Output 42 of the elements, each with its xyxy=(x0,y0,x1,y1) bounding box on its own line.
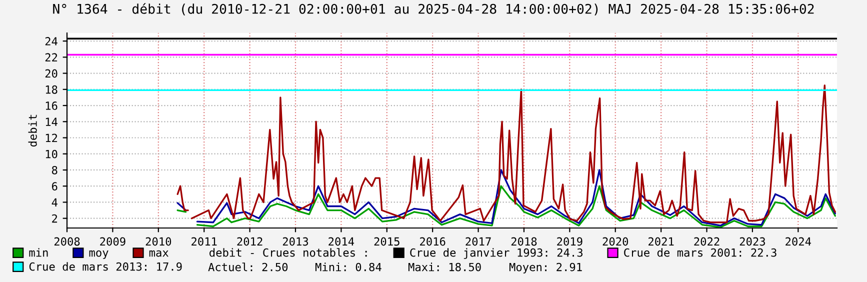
x-tick-label: 2016 xyxy=(420,237,446,246)
legend-label: min xyxy=(29,248,48,257)
text: Maxi: 18.50 xyxy=(408,262,481,272)
text: Moyen: 2.91 xyxy=(509,262,582,274)
x-tick-label: 2018 xyxy=(511,237,537,246)
y-tick-label: 22 xyxy=(45,53,58,62)
text: Mini: 0.84 xyxy=(315,262,382,272)
chart-title: N° 1364 - débit (du 2010-12-21 02:00:00+01 au 2025-04-28 14:00:00+02) MAJ 2025-04-28 15:35:06+02 xyxy=(53,3,814,16)
y-tick-label: 20 xyxy=(45,69,58,78)
legend-title: debit - Crues notables : xyxy=(210,248,367,257)
x-tick-label: 2023 xyxy=(740,237,766,246)
y-axis-title: debit xyxy=(28,114,37,147)
x-tick-label: 2015 xyxy=(374,237,400,246)
y-tick-label: 16 xyxy=(46,102,58,110)
y-tick-label: 4 xyxy=(52,198,58,206)
x-tick-label: 2013 xyxy=(282,237,308,246)
legend-label: Crue de mars 2001: 22.3 xyxy=(624,248,776,257)
legend-label: moy xyxy=(89,250,108,259)
x-tick-label: 2021 xyxy=(648,237,674,246)
x-tick-label: 2017 xyxy=(466,237,491,246)
x-tick-label: 2008 xyxy=(54,237,80,246)
x-tick-label: 2019 xyxy=(557,237,582,246)
x-tick-label: 2022 xyxy=(694,237,720,246)
x-tick-label: 2014 xyxy=(328,237,354,246)
y-tick-label: 10 xyxy=(46,150,58,158)
legend-label: Crue de mars 2013: 17.9 xyxy=(29,262,182,271)
y-tick-label: 8 xyxy=(52,166,58,174)
x-tick-label: 2010 xyxy=(146,237,172,246)
y-tick-label: 24 xyxy=(45,37,58,46)
x-tick-label: 2020 xyxy=(602,237,628,246)
x-tick-label: 2012 xyxy=(237,237,262,246)
x-tick-label: 2024 xyxy=(786,237,812,246)
x-tick-label: 2009 xyxy=(100,237,126,246)
y-tick-label: 6 xyxy=(52,182,58,191)
y-tick-label: 12 xyxy=(46,134,58,142)
y-tick-label: 14 xyxy=(46,118,58,126)
text: Actuel: 2.50 xyxy=(208,262,288,272)
y-tick-label: 2 xyxy=(52,214,58,223)
legend-label: max xyxy=(149,250,168,257)
legend-label: Crue de janvier 1993: 24.3 xyxy=(410,248,582,259)
y-tick-label: 18 xyxy=(46,85,58,94)
x-tick-label: 2011 xyxy=(192,237,217,246)
